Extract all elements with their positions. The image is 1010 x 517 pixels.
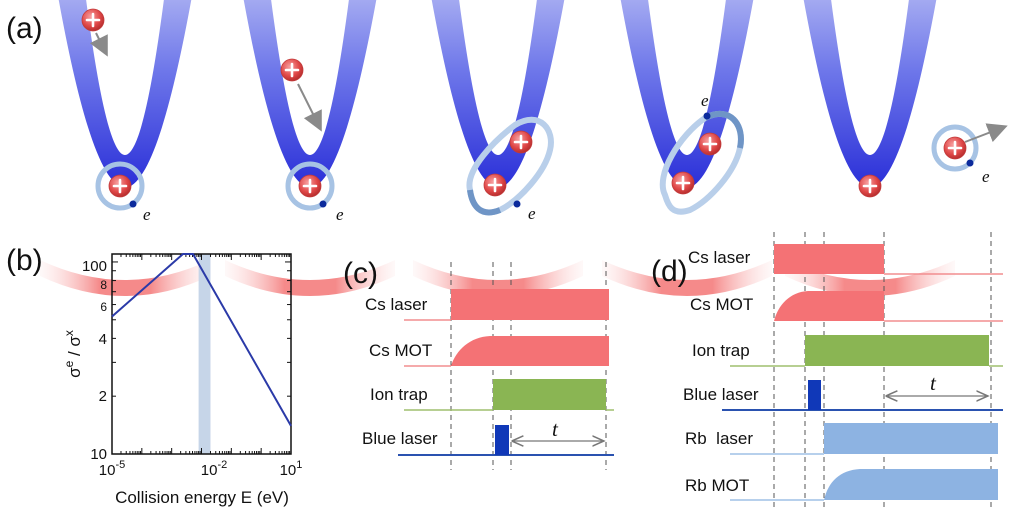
- row-label-cs-mot: Cs MOT: [690, 295, 753, 314]
- electron-orbit: [931, 124, 979, 172]
- electron-label: e: [336, 205, 344, 224]
- cross-section-chart: 100 8 6 4 2 10 10-5 10-2 101 Collision e…: [62, 253, 303, 507]
- row-label-cs-laser: Cs laser: [365, 295, 428, 314]
- ion-trap-pulse: [805, 335, 989, 366]
- motion-arrow: [964, 123, 1008, 143]
- panel-a-stage-5: e: [785, 0, 1008, 296]
- cs-laser-pulse: [774, 244, 884, 274]
- row-label-ion-trap: Ion trap: [370, 385, 428, 404]
- incoming-ion: [80, 7, 106, 33]
- y-tick-label: 2: [99, 388, 107, 405]
- y-tick-label: 6: [100, 300, 107, 314]
- panel-d-label: (d): [651, 255, 688, 288]
- incoming-ion: [279, 57, 305, 83]
- row-label-blue-laser: Blue laser: [683, 385, 759, 404]
- electron-label: e: [701, 91, 709, 110]
- t-label: t: [930, 371, 937, 395]
- x-tick-label: 10-5: [99, 459, 125, 479]
- row-label-blue-laser: Blue laser: [362, 429, 438, 448]
- x-tick-label: 101: [280, 459, 303, 479]
- ion-trap-pulse: [493, 379, 606, 410]
- electron: [129, 200, 137, 208]
- departing-ion: [942, 135, 968, 161]
- highlight-band: [198, 254, 211, 454]
- y-tick-label: 4: [99, 331, 107, 348]
- second-ion: [697, 131, 723, 157]
- row-label-rb-mot: Rb MOT: [685, 476, 749, 495]
- electron: [966, 159, 974, 167]
- panel-a-stage-3: e: [413, 0, 583, 296]
- electron: [513, 200, 521, 208]
- trapped-ion: [857, 173, 883, 199]
- cs-mot-ramp: [774, 291, 884, 321]
- x-tick-label: 10-2: [201, 459, 227, 479]
- panel-a-stage-2: e: [225, 0, 395, 296]
- rb-mot-ramp: [824, 469, 998, 500]
- panel-a-stage-4: e: [602, 0, 772, 296]
- trapped-ion: [670, 170, 696, 196]
- x-axis-title: Collision energy E (eV): [115, 488, 289, 507]
- panel-b-label: (b): [6, 244, 43, 277]
- blue-laser-pulse: [808, 380, 821, 410]
- timing-diagram-d: Cs laser Cs MOT Ion trap Blue laser t Rb…: [683, 232, 1003, 510]
- series-line: [111, 253, 292, 427]
- panel-a-stage-1: e: [40, 0, 210, 296]
- panel-a-label: (a): [6, 12, 43, 45]
- trapped-ion: [297, 173, 323, 199]
- potential-wells: [40, 0, 210, 296]
- electron-label: e: [982, 167, 990, 186]
- time-markers: [773, 232, 992, 510]
- motion-arrow: [89, 32, 108, 57]
- row-label-cs-mot: Cs MOT: [369, 341, 432, 360]
- electron-orbit: [95, 161, 145, 211]
- rb-laser-pulse: [824, 423, 998, 454]
- row-label-ion-trap: Ion trap: [692, 341, 750, 360]
- blue-laser-pulse: [495, 425, 509, 455]
- motion-arrow: [297, 83, 322, 132]
- y-axis-title: σe / σx: [62, 330, 84, 378]
- timing-diagram-c: Cs laser Cs MOT Ion trap Blue laser t: [362, 262, 614, 470]
- potential-wells: [413, 0, 583, 296]
- electron: [703, 112, 711, 120]
- cs-mot-ramp: [451, 336, 609, 366]
- y-tick-label: 8: [100, 278, 107, 292]
- incoming-ion: [508, 129, 534, 155]
- electron-label: e: [143, 205, 151, 224]
- y-tick-label: 10: [90, 446, 107, 463]
- electron-label: e: [528, 204, 536, 223]
- trapped-ion: [107, 173, 133, 199]
- electron: [319, 200, 327, 208]
- electron-orbit: [285, 161, 335, 211]
- panel-c-label: (c): [343, 257, 378, 290]
- potential-wells: [225, 0, 395, 296]
- t-label: t: [552, 417, 559, 441]
- row-label-rb-laser: Rb laser: [685, 429, 753, 448]
- y-tick-label: 100: [82, 258, 107, 275]
- cs-laser-pulse: [451, 289, 609, 320]
- trapped-ion: [482, 172, 508, 198]
- row-label-cs-laser: Cs laser: [688, 248, 751, 267]
